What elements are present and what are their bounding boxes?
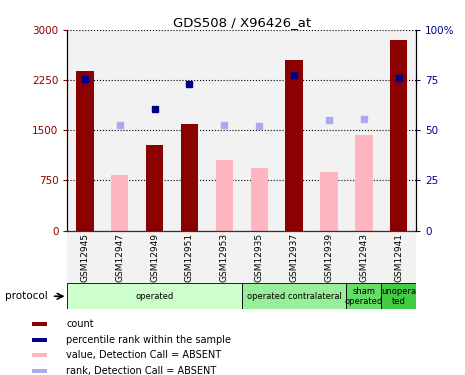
Bar — [181, 124, 198, 231]
Text: protocol: protocol — [5, 291, 47, 301]
Text: GSM12943: GSM12943 — [359, 233, 368, 282]
Bar — [312, 231, 346, 283]
Text: GSM12941: GSM12941 — [394, 233, 403, 282]
Bar — [137, 231, 172, 283]
Bar — [207, 30, 242, 231]
Text: GSM12939: GSM12939 — [325, 233, 333, 282]
Bar — [242, 283, 346, 309]
Bar — [32, 338, 47, 342]
Bar — [32, 353, 47, 357]
Text: GSM12945: GSM12945 — [80, 233, 89, 282]
Bar — [67, 231, 102, 283]
Bar — [381, 30, 416, 231]
Bar — [137, 30, 172, 231]
Text: operated: operated — [135, 292, 174, 301]
Bar — [32, 322, 47, 326]
Bar — [111, 175, 128, 231]
Bar — [102, 30, 137, 231]
Bar — [242, 30, 277, 231]
Bar — [312, 30, 346, 231]
Bar — [390, 40, 407, 231]
Bar — [277, 231, 312, 283]
Text: value, Detection Call = ABSENT: value, Detection Call = ABSENT — [66, 350, 221, 360]
Text: operated contralateral: operated contralateral — [246, 292, 342, 301]
Bar — [172, 30, 207, 231]
Text: GSM12953: GSM12953 — [220, 233, 229, 282]
Bar — [346, 30, 381, 231]
Text: GSM12949: GSM12949 — [150, 233, 159, 282]
Text: GSM12951: GSM12951 — [185, 233, 194, 282]
Text: unopera
ted: unopera ted — [381, 286, 416, 306]
Text: percentile rank within the sample: percentile rank within the sample — [66, 335, 231, 345]
Bar — [67, 30, 102, 231]
Bar — [32, 369, 47, 372]
Bar — [381, 283, 416, 309]
Text: sham
operated: sham operated — [345, 286, 383, 306]
Bar — [67, 283, 242, 309]
Bar — [216, 160, 233, 231]
Text: GSM12935: GSM12935 — [255, 233, 264, 282]
Text: rank, Detection Call = ABSENT: rank, Detection Call = ABSENT — [66, 366, 216, 375]
Text: GSM12937: GSM12937 — [290, 233, 299, 282]
Title: GDS508 / X96426_at: GDS508 / X96426_at — [173, 16, 311, 29]
Bar — [286, 60, 303, 231]
Text: count: count — [66, 319, 93, 329]
Bar — [172, 231, 207, 283]
Bar — [242, 231, 277, 283]
Bar — [381, 231, 416, 283]
Bar — [320, 172, 338, 231]
Bar — [76, 72, 93, 231]
Bar — [346, 231, 381, 283]
Bar — [251, 168, 268, 231]
Bar — [102, 231, 137, 283]
Bar — [277, 30, 312, 231]
Bar — [346, 283, 381, 309]
Text: GSM12947: GSM12947 — [115, 233, 124, 282]
Bar — [207, 231, 242, 283]
Bar — [355, 135, 372, 231]
Bar — [146, 145, 163, 231]
